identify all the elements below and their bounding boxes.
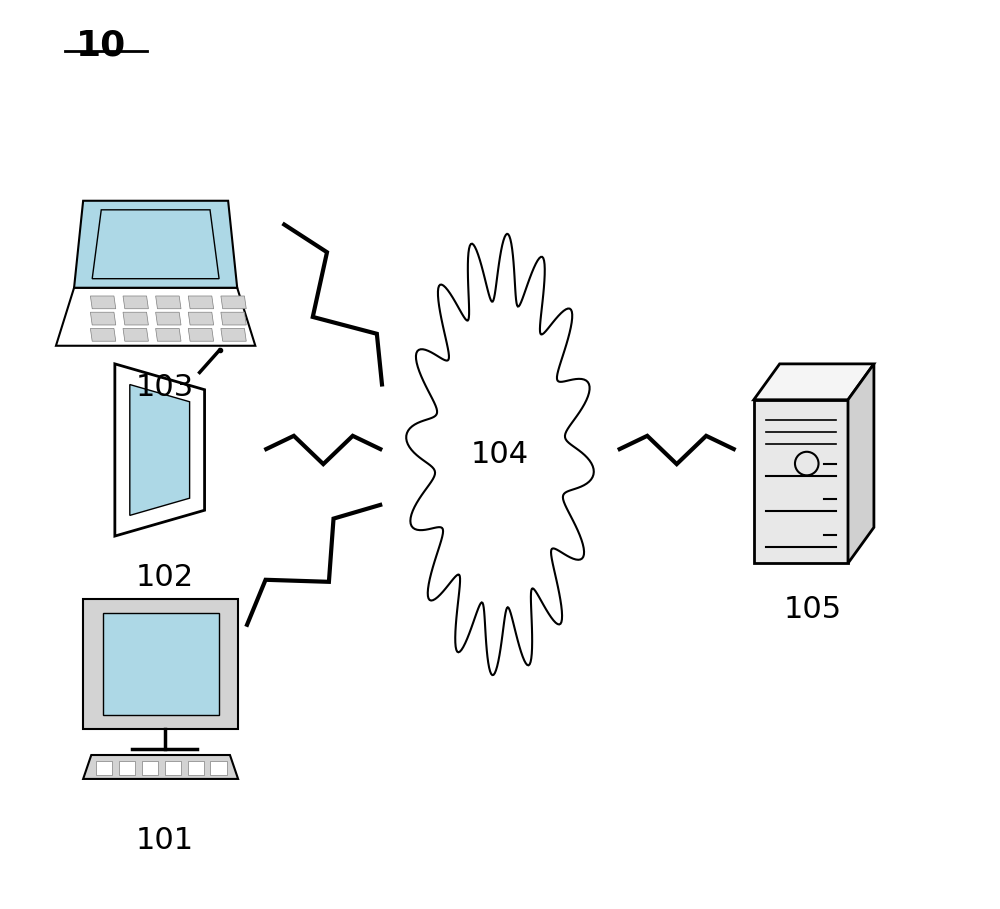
Polygon shape xyxy=(83,600,238,729)
Polygon shape xyxy=(90,296,116,309)
Polygon shape xyxy=(123,296,148,309)
Text: 104: 104 xyxy=(471,440,529,469)
Polygon shape xyxy=(754,400,848,564)
Text: 102: 102 xyxy=(136,564,194,593)
Bar xyxy=(142,761,158,775)
Polygon shape xyxy=(74,201,237,288)
Text: 105: 105 xyxy=(784,595,842,624)
Polygon shape xyxy=(123,312,148,325)
Polygon shape xyxy=(130,385,190,515)
Polygon shape xyxy=(156,328,181,341)
Polygon shape xyxy=(848,364,874,564)
Text: 103: 103 xyxy=(136,373,194,402)
Polygon shape xyxy=(188,328,214,341)
Polygon shape xyxy=(115,364,205,536)
Polygon shape xyxy=(188,312,214,325)
Polygon shape xyxy=(221,296,246,309)
Polygon shape xyxy=(221,312,246,325)
Polygon shape xyxy=(156,312,181,325)
Polygon shape xyxy=(56,288,255,345)
Text: 101: 101 xyxy=(136,826,194,855)
Polygon shape xyxy=(221,328,246,341)
Bar xyxy=(119,761,135,775)
Polygon shape xyxy=(83,755,238,779)
Polygon shape xyxy=(754,364,874,400)
Bar xyxy=(210,761,227,775)
Bar xyxy=(188,761,204,775)
Polygon shape xyxy=(188,296,214,309)
Polygon shape xyxy=(103,614,219,715)
Bar xyxy=(96,761,112,775)
Polygon shape xyxy=(90,312,116,325)
Text: 10: 10 xyxy=(76,28,126,63)
Polygon shape xyxy=(406,234,594,675)
Polygon shape xyxy=(156,296,181,309)
Polygon shape xyxy=(123,328,148,341)
Bar xyxy=(165,761,181,775)
Polygon shape xyxy=(92,210,219,279)
Polygon shape xyxy=(90,328,116,341)
